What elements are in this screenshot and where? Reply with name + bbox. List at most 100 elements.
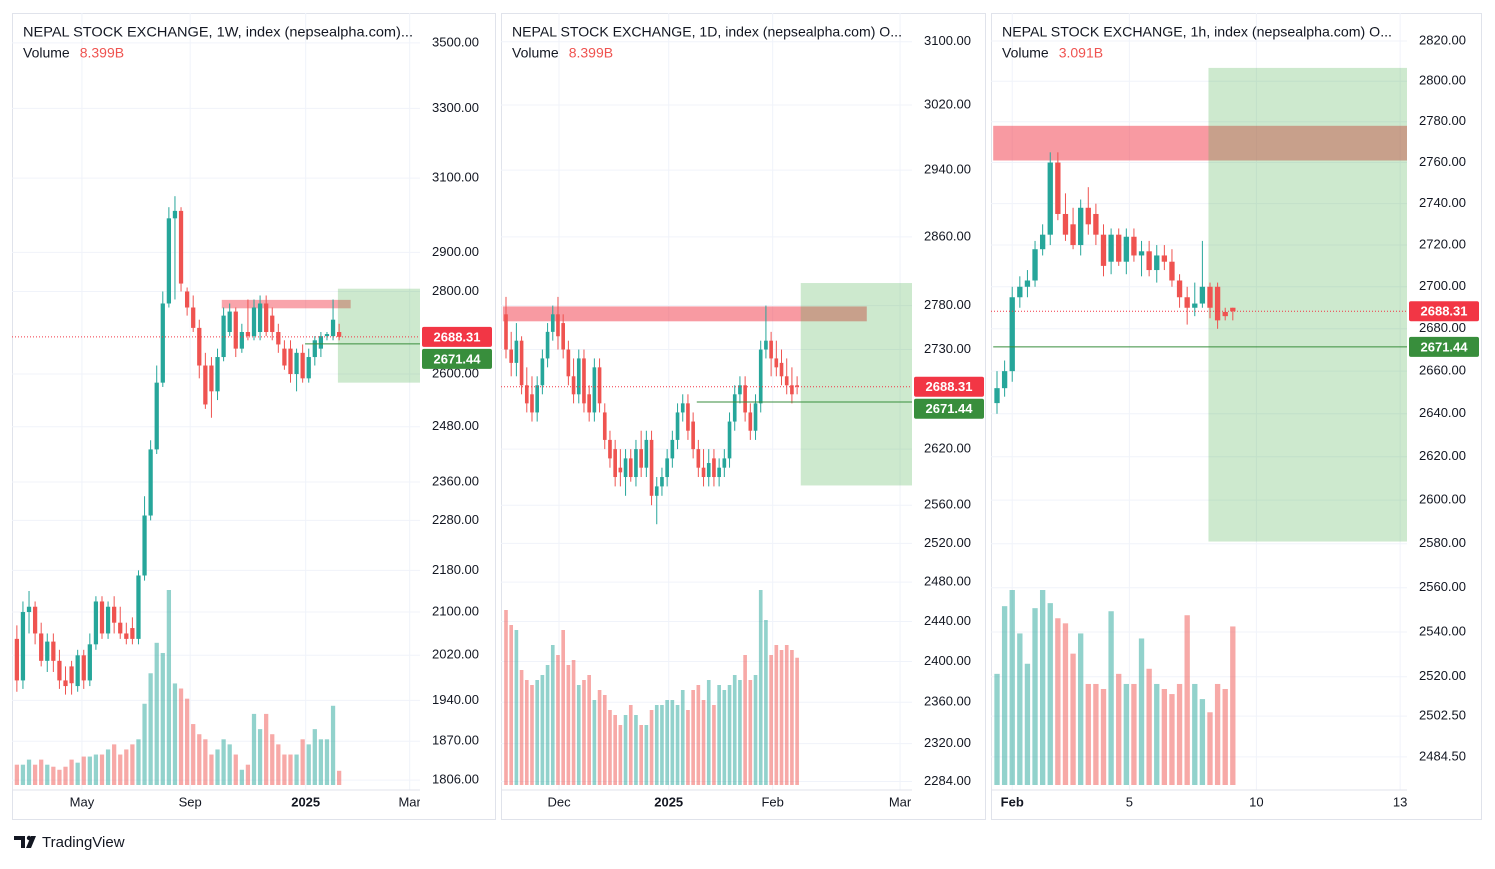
candle-body bbox=[264, 303, 269, 333]
candle-body bbox=[1192, 303, 1198, 308]
volume-bar bbox=[160, 652, 165, 785]
volume-bar bbox=[519, 670, 524, 785]
volume-bar bbox=[69, 759, 74, 785]
y-tick-label: 1870.00 bbox=[432, 733, 479, 748]
y-tick-label: 2560.00 bbox=[924, 497, 971, 512]
y-tick-label: 1806.00 bbox=[432, 772, 479, 787]
candle-body bbox=[118, 622, 123, 634]
volume-bar bbox=[524, 680, 529, 785]
volume-bar bbox=[738, 680, 742, 785]
candle-body bbox=[680, 403, 685, 413]
candle-body bbox=[748, 412, 753, 431]
volume-bar bbox=[597, 690, 602, 785]
volume-bar bbox=[1154, 683, 1160, 785]
y-tick-label: 2580.00 bbox=[1419, 535, 1466, 550]
candle-body bbox=[779, 362, 784, 377]
candle-body bbox=[282, 348, 287, 366]
candle-body bbox=[1154, 255, 1160, 271]
candle-body bbox=[1108, 234, 1114, 262]
volume-bar bbox=[1047, 603, 1053, 785]
candle-body bbox=[245, 332, 251, 337]
candle-body bbox=[178, 210, 184, 284]
candle-body bbox=[1222, 311, 1228, 317]
x-tick-label: Mar bbox=[398, 794, 421, 809]
candle-body bbox=[628, 458, 633, 478]
x-tick-label: May bbox=[70, 794, 95, 809]
y-tick-label: 2780.00 bbox=[1419, 113, 1466, 128]
volume-bar bbox=[1192, 683, 1198, 785]
y-tick-label: 3100.00 bbox=[924, 33, 971, 48]
candle-body bbox=[738, 385, 742, 395]
candle-body bbox=[75, 655, 80, 687]
candle-body bbox=[566, 349, 571, 377]
candle-body bbox=[1085, 207, 1091, 225]
volume-bar bbox=[654, 705, 659, 785]
price-tag-label: 2671.44 bbox=[926, 401, 974, 416]
candle-body bbox=[1131, 236, 1137, 256]
volume-bar bbox=[282, 754, 287, 785]
y-tick-label: 2540.00 bbox=[1419, 623, 1466, 638]
volume-bar bbox=[722, 690, 727, 785]
volume-bar bbox=[696, 685, 701, 785]
volume-bar bbox=[556, 655, 560, 785]
candle-body bbox=[701, 467, 706, 478]
candle-body bbox=[1093, 213, 1099, 235]
volume-bar bbox=[602, 695, 607, 785]
volume-bar bbox=[550, 645, 555, 785]
candle-body bbox=[722, 458, 727, 468]
volume-bar bbox=[1001, 606, 1008, 785]
volume-bar bbox=[758, 590, 763, 785]
candle-body bbox=[57, 660, 62, 681]
candle-body bbox=[337, 332, 342, 337]
candle-body bbox=[32, 606, 38, 634]
y-tick-label: 2660.00 bbox=[1419, 363, 1466, 378]
volume-bar bbox=[1138, 638, 1145, 785]
candle-body bbox=[112, 606, 117, 623]
volume-bar bbox=[660, 705, 664, 785]
volume-bar bbox=[63, 766, 68, 785]
volume-bar bbox=[57, 769, 62, 785]
candle-body bbox=[556, 314, 560, 337]
volume-bar bbox=[514, 630, 519, 785]
candle-body bbox=[136, 575, 141, 639]
candle-body bbox=[148, 449, 153, 516]
candle-body bbox=[504, 314, 508, 350]
candle-body bbox=[613, 449, 617, 478]
candle-body bbox=[1039, 234, 1046, 250]
volume-value: 3.091B bbox=[1059, 45, 1103, 61]
y-tick-label: 2940.00 bbox=[924, 162, 971, 177]
candle-body bbox=[105, 606, 111, 634]
candle-body bbox=[45, 641, 50, 661]
volume-bar bbox=[764, 620, 768, 785]
plot-area: Dec 2025 Feb Mar bbox=[501, 13, 912, 809]
volume-bar bbox=[81, 756, 86, 785]
volume-bar bbox=[51, 766, 56, 785]
candle-body bbox=[197, 327, 202, 366]
volume-bar bbox=[324, 739, 330, 785]
candle-body bbox=[623, 458, 628, 478]
candle-body bbox=[51, 641, 56, 661]
volume-bar bbox=[306, 744, 311, 785]
volume-bar bbox=[795, 657, 799, 785]
volume-bar bbox=[172, 683, 178, 785]
volume-bar bbox=[1123, 683, 1129, 785]
candle-body bbox=[81, 655, 86, 681]
candle-body bbox=[233, 311, 238, 349]
candle-body bbox=[545, 331, 550, 359]
y-tick-label: 2700.00 bbox=[1419, 278, 1466, 293]
chart-panel: Feb 5 10 13 2820.00 2800.00 2780.00 2760.00 2740… bbox=[991, 13, 1479, 809]
volume-value: 8.399B bbox=[80, 45, 124, 61]
candle-body bbox=[1138, 251, 1145, 256]
price-zone bbox=[337, 288, 420, 383]
y-tick-label: 2440.00 bbox=[924, 613, 971, 628]
volume-bar bbox=[318, 739, 324, 785]
x-tick-label: Feb bbox=[761, 794, 783, 809]
price-tag-label: 2671.44 bbox=[1421, 339, 1469, 354]
volume-bar bbox=[540, 675, 545, 785]
logo-mark bbox=[26, 836, 36, 848]
volume-bar bbox=[39, 759, 44, 785]
y-tick-label: 2100.00 bbox=[432, 603, 479, 618]
price-zone bbox=[221, 299, 351, 309]
volume-bar bbox=[148, 673, 153, 785]
volume-bar bbox=[1131, 683, 1137, 785]
